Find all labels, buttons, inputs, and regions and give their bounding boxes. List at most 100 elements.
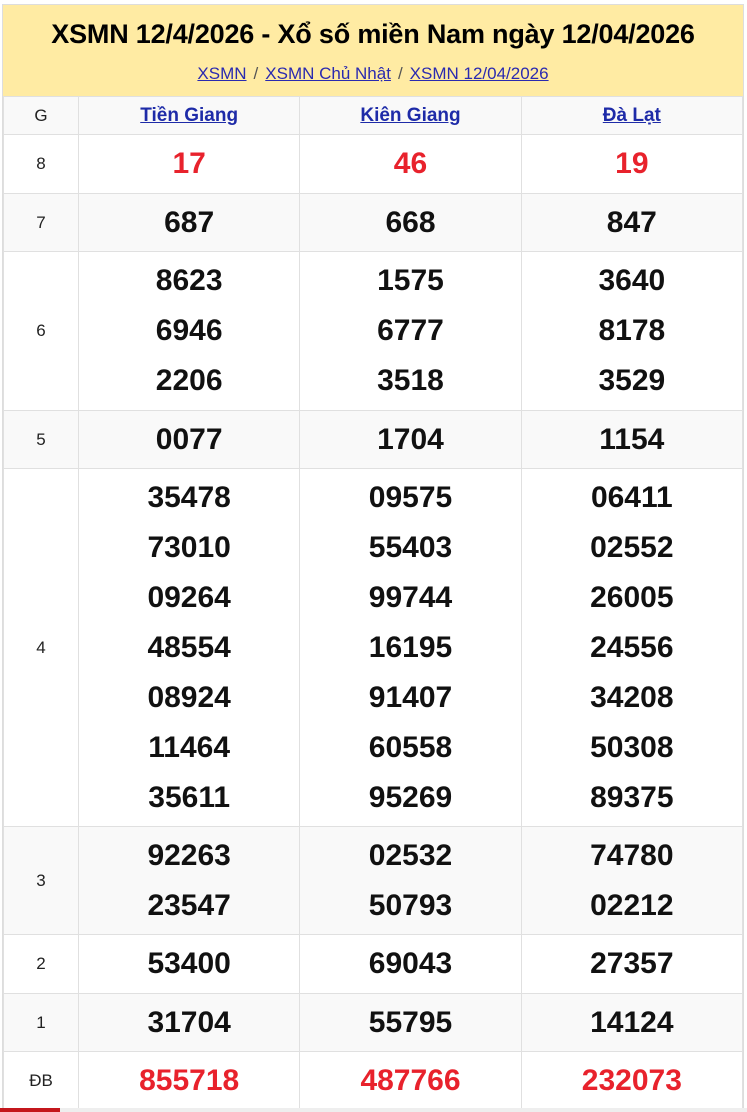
lottery-number: 687 [164,205,215,239]
result-cell: 855718 [77,1051,301,1110]
result-cell: 232073 [520,1051,744,1110]
lottery-number: 487766 [360,1063,461,1097]
results-panel: XSMN 12/4/2026 - Xổ số miền Nam ngày 12/… [2,4,744,1111]
lottery-number: 31704 [147,1005,231,1039]
lottery-number: 50308 [590,730,674,764]
province-link-kien-giang[interactable]: Kiên Giang [360,104,461,126]
prize-row: 3 92263 23547 02532 50793 74780 02212 [3,826,744,935]
lottery-number: 16195 [368,630,453,664]
lottery-number: 11464 [148,730,231,764]
result-cell: 35478 73010 09264 48554 08924 11464 35611 [77,468,301,827]
result-cell: 487766 [299,1051,522,1110]
prize-row: 1 31704 55795 14124 [3,993,744,1052]
lottery-number: 6777 [377,314,444,347]
province-header: Kiên Giang [299,96,522,135]
results-table: G Tiền Giang Kiên Giang Đà Lạt 8 17 46 19 7 6… [3,96,744,1110]
prize-label: 1 [3,993,79,1052]
result-cell: 02532 50793 [299,826,522,935]
lottery-number: 09575 [368,480,453,514]
lottery-number: 60558 [368,730,453,764]
page-title: XSMN 12/4/2026 - Xổ số miền Nam ngày 12/… [51,19,695,49]
lottery-number: 14124 [590,1005,674,1039]
prize-label: 2 [3,934,79,994]
prize-row: ĐB 855718 487766 232073 [3,1051,744,1110]
lottery-number: 02552 [590,530,674,564]
lottery-number: 34208 [590,680,674,714]
breadcrumb: XSMN / XSMN Chủ Nhật / XSMN 12/04/2026 [3,64,743,84]
prize-label: ĐB [3,1051,79,1110]
result-cell: 69043 [299,934,522,994]
province-link-tien-giang[interactable]: Tiền Giang [140,104,239,126]
result-cell: 687 [77,193,301,252]
lottery-number: 1704 [377,422,444,456]
result-cell: 1704 [299,410,522,469]
lottery-number: 668 [385,205,436,239]
prize-label: 8 [3,134,79,194]
lottery-number: 8623 [155,264,223,297]
lottery-number: 48554 [147,630,231,664]
lottery-number: 55795 [368,1005,453,1039]
result-cell: 668 [299,193,522,252]
lottery-number: 06411 [590,480,673,514]
result-cell: 55795 [299,993,522,1052]
header-row: G Tiền Giang Kiên Giang Đà Lạt [3,96,744,135]
breadcrumb-separator: / [253,64,259,83]
lottery-number: 46 [393,147,428,180]
prize-label: 7 [3,193,79,252]
result-cell: 06411 02552 26005 24556 34208 50308 89375 [520,468,744,827]
lottery-number: 855718 [139,1063,240,1097]
breadcrumb-xsmn[interactable]: XSMN [197,64,247,83]
lottery-number: 73010 [147,530,231,564]
result-cell: 27357 [520,934,744,994]
province-link-da-lat[interactable]: Đà Lạt [602,104,661,126]
result-cell: 92263 23547 [77,826,301,935]
prize-label: 6 [3,251,79,411]
prize-label: 4 [3,468,79,827]
province-header: Đà Lạt [520,96,744,135]
prize-row: 4 35478 73010 09264 48554 08924 11464 35611 0957… [3,468,744,827]
lottery-number: 53400 [147,947,231,980]
lottery-number: 23547 [147,888,231,922]
lottery-number: 89375 [590,780,674,814]
lottery-number: 99744 [368,580,453,614]
lottery-number: 0077 [155,422,223,456]
bottom-tab-strip [0,1108,747,1112]
result-cell: 31704 [77,993,301,1052]
lottery-number: 69043 [368,947,453,980]
lottery-number: 24556 [590,630,674,664]
lottery-number: 35611 [148,780,231,814]
lottery-number: 91407 [368,680,453,714]
lottery-number: 2206 [155,364,223,397]
prize-label: 5 [3,410,79,469]
breadcrumb-date[interactable]: XSMN 12/04/2026 [409,64,549,83]
lottery-number: 02532 [368,838,453,872]
lottery-number: 847 [606,205,657,239]
lottery-number: 6946 [155,314,223,347]
lottery-number: 35478 [147,480,231,514]
result-cell: 19 [520,134,744,194]
result-cell: 1575 6777 3518 [299,251,522,411]
result-cell: 53400 [77,934,301,994]
result-cell: 17 [77,134,301,194]
lottery-number: 27357 [590,947,674,980]
result-cell: 3640 8178 3529 [520,251,744,411]
lottery-number: 95269 [368,780,453,814]
result-cell: 847 [520,193,744,252]
lottery-number: 8178 [598,314,666,347]
result-cell: 09575 55403 99744 16195 91407 60558 95269 [299,468,522,827]
breadcrumb-sunday[interactable]: XSMN Chủ Nhật [265,64,391,83]
lottery-number: 3529 [598,364,666,397]
province-header: Tiền Giang [77,96,301,135]
prize-label: 3 [3,826,79,935]
lottery-number: 17 [172,147,206,180]
result-cell: 0077 [77,410,301,469]
lottery-number: 232073 [581,1063,682,1097]
prize-row: 7 687 668 847 [3,193,744,252]
lottery-number: 3518 [377,364,444,397]
result-cell: 1154 [520,410,744,469]
lottery-number: 1575 [377,264,444,297]
active-tab-indicator [0,1108,60,1112]
lottery-number: 02212 [590,888,674,922]
prize-row: 8 17 46 19 [3,134,744,194]
prize-column-header: G [3,96,79,135]
